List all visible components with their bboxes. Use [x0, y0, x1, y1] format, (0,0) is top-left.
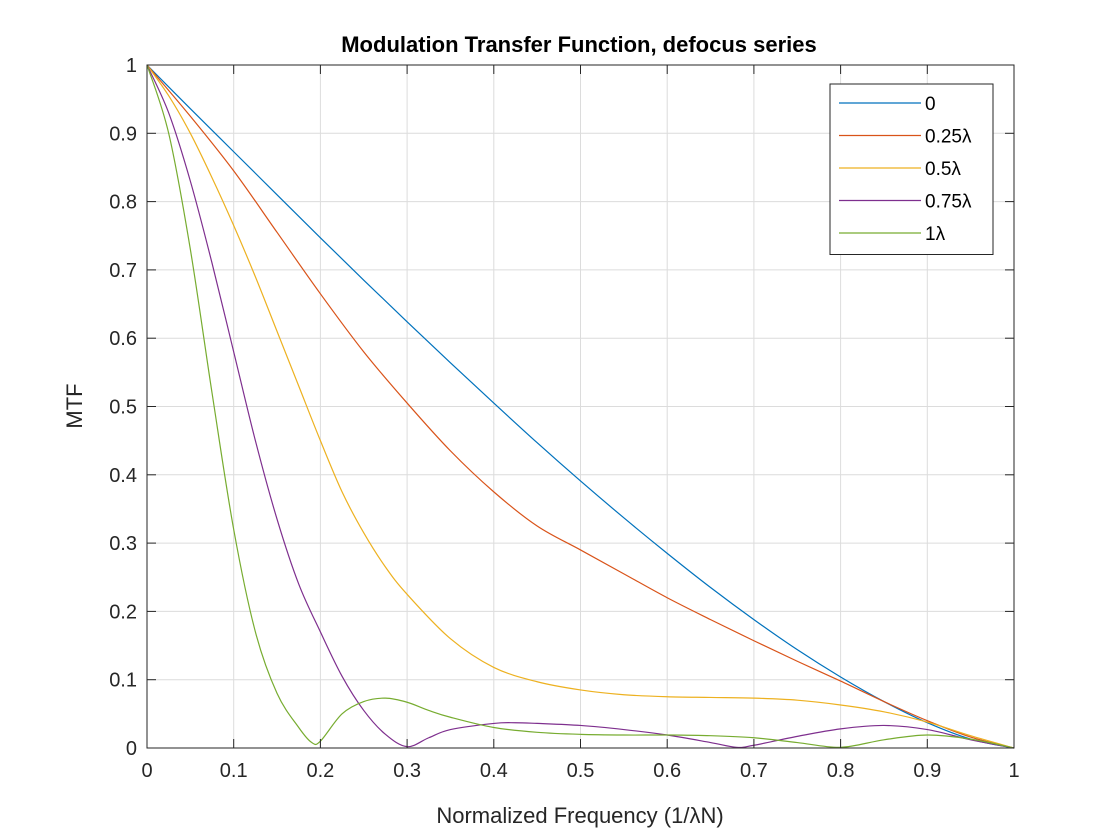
x-tick-label: 0.3: [393, 760, 421, 782]
axis-ticks: [146, 64, 1015, 749]
x-tick-label: 0.7: [740, 760, 768, 782]
series-line-1: [146, 64, 1015, 749]
series-line-4: [146, 64, 1015, 749]
legend-label: 0.25λ: [925, 127, 972, 148]
legend: 0 0.25λ 0.5λ 0.75λ 1λ: [829, 83, 994, 255]
legend-label: 0.5λ: [925, 159, 961, 180]
y-tick-label: 0.2: [109, 601, 137, 623]
y-tick-label: 0.5: [109, 397, 137, 419]
x-tick-label: 1: [1008, 760, 1019, 782]
x-tick-label: 0.9: [913, 760, 941, 782]
y-tick-label: 0.3: [109, 533, 137, 555]
series-line-0: [146, 64, 1015, 749]
x-tick-label: 0.5: [567, 760, 595, 782]
y-tick-label: 0.7: [109, 260, 137, 282]
x-tick-label: 0.8: [827, 760, 855, 782]
x-tick-label: 0: [141, 760, 152, 782]
legend-label: 0.75λ: [925, 192, 972, 213]
y-axis-label: MTF: [62, 383, 87, 428]
x-tick-label: 0.6: [653, 760, 681, 782]
y-tick-label: 0.4: [109, 465, 137, 487]
y-tick-label: 0.8: [109, 192, 137, 214]
series-line-2: [146, 64, 1015, 749]
x-tick-label: 0.1: [220, 760, 248, 782]
tick-labels: 0 0.1 0.2 0.3 0.4 0.5 0.6 0.7 0.8 0.9 1 0 0.1 0.2 0.3 0…: [109, 55, 1019, 782]
chart-title: Modulation Transfer Function, defocus se…: [341, 32, 817, 57]
series-line-3: [146, 64, 1015, 749]
legend-box: [829, 83, 994, 255]
x-axis-label: Normalized Frequency (1/λN): [436, 803, 723, 828]
y-tick-label: 0.6: [109, 328, 137, 350]
x-tick-label: 0.4: [480, 760, 508, 782]
y-tick-label: 0.1: [109, 670, 137, 692]
legend-label: 1λ: [925, 224, 946, 245]
y-tick-label: 0.9: [109, 123, 137, 145]
legend-label: 0: [925, 94, 936, 115]
y-tick-label: 1: [126, 55, 137, 77]
y-tick-label: 0: [126, 738, 137, 760]
series-lines: [146, 64, 1015, 749]
x-tick-label: 0.2: [306, 760, 334, 782]
